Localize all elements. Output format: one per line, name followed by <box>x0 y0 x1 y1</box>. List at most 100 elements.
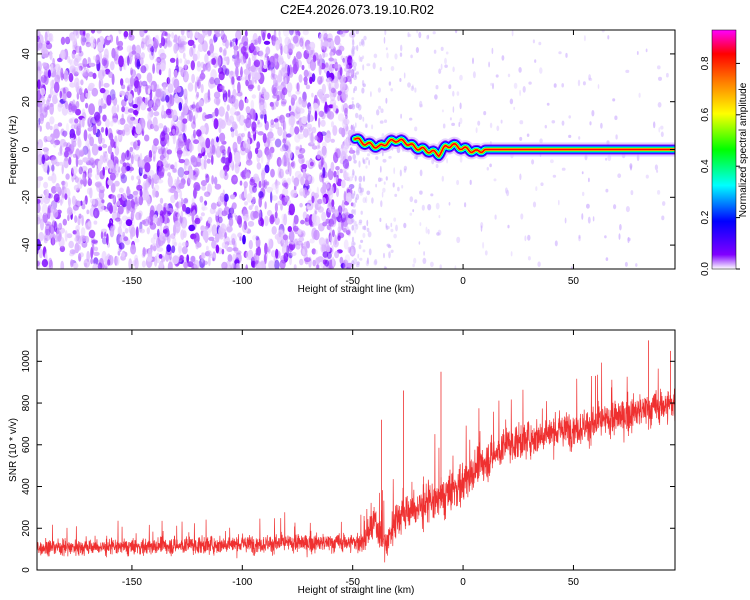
speckle-cell <box>380 177 383 182</box>
noise-cell <box>116 45 124 51</box>
noise-cell <box>341 117 348 129</box>
noise-cell <box>219 132 226 143</box>
noise-cell <box>209 43 215 54</box>
noise-cell <box>229 41 235 47</box>
noise-cell <box>133 141 137 150</box>
noise-cell <box>100 126 105 133</box>
noise-cell <box>231 131 235 138</box>
noise-cell <box>142 96 146 102</box>
speckle-cell <box>458 122 461 127</box>
noise-cell <box>85 102 89 109</box>
noise-cell <box>93 251 100 256</box>
noise-cell <box>307 175 315 185</box>
noise-cell <box>320 147 328 159</box>
speckle-cell <box>352 61 357 68</box>
noise-cell <box>41 154 45 165</box>
noise-cell <box>326 207 331 218</box>
speckle-cell <box>441 109 444 113</box>
speckle-cell <box>364 123 368 129</box>
speckle-cell <box>484 250 488 256</box>
speckle-cell <box>519 89 521 97</box>
noise-cell <box>85 34 91 45</box>
noise-cell <box>51 173 57 184</box>
noise-cell <box>258 217 264 227</box>
noise-cell <box>274 121 280 130</box>
noise-cell <box>88 172 93 178</box>
noise-cell <box>321 145 327 156</box>
noise-cell <box>279 259 286 269</box>
noise-cell <box>121 84 126 90</box>
noise-cell <box>44 31 48 43</box>
noise-cell <box>146 195 151 207</box>
noise-cell <box>351 248 355 256</box>
noise-cell <box>240 55 246 65</box>
noise-cell <box>328 218 335 227</box>
noise-cell <box>235 30 242 40</box>
noise-cell <box>50 79 55 89</box>
speckle-cell <box>438 215 441 219</box>
speckle-cell <box>551 120 556 124</box>
speckle-cell <box>591 110 595 117</box>
noise-cell <box>211 239 217 249</box>
noise-cell <box>194 31 199 39</box>
noise-cell <box>114 202 118 210</box>
speckle-cell <box>408 33 412 38</box>
speckle-cell <box>362 232 366 239</box>
noise-cell <box>130 175 135 181</box>
noise-cell <box>339 30 346 38</box>
speckle-cell <box>554 240 558 247</box>
noise-cell <box>319 33 324 42</box>
speckle-cell <box>386 52 389 59</box>
speckle-cell <box>604 235 607 239</box>
noise-cell <box>138 178 141 185</box>
noise-cell <box>178 102 183 111</box>
speckle-cell <box>403 72 406 79</box>
noise-cell <box>337 235 341 241</box>
noise-cell <box>55 187 61 193</box>
noise-cell <box>79 45 82 54</box>
noise-cell <box>159 52 167 60</box>
noise-cell <box>201 185 207 191</box>
noise-cell <box>330 121 335 128</box>
noise-cell <box>306 123 313 129</box>
noise-cell <box>64 150 69 158</box>
noise-cell <box>74 237 78 242</box>
noise-cell <box>37 79 41 90</box>
noise-cell <box>116 200 121 206</box>
noise-cell <box>196 50 200 60</box>
noise-cell <box>52 163 55 176</box>
noise-cell <box>210 69 217 81</box>
speckle-cell <box>352 242 357 246</box>
noise-cell <box>328 232 332 243</box>
noise-cell <box>220 223 227 234</box>
speckle-cell <box>519 136 523 141</box>
noise-cell <box>344 107 348 117</box>
speckle-cell <box>527 234 531 241</box>
noise-cell <box>39 40 47 51</box>
noise-cell <box>77 123 82 129</box>
noise-cell <box>94 210 97 217</box>
noise-cell <box>138 165 143 177</box>
noise-cell <box>99 185 105 190</box>
noise-cell <box>256 141 261 150</box>
noise-cell <box>320 75 324 83</box>
noise-cell <box>172 38 178 43</box>
noise-cell <box>221 261 228 269</box>
speckle-cell <box>390 228 394 233</box>
noise-cell <box>176 200 179 211</box>
noise-cell <box>76 86 83 95</box>
speckle-cell <box>581 171 584 175</box>
noise-cell <box>126 186 130 197</box>
speckle-cell <box>358 41 362 47</box>
noise-cell <box>48 259 54 269</box>
noise-cell <box>152 116 158 128</box>
colorbar-tick-label: 0.0 <box>700 262 711 276</box>
noise-cell <box>43 69 49 79</box>
noise-cell <box>200 83 204 94</box>
speckle-cell <box>520 213 524 220</box>
noise-cell <box>184 197 189 205</box>
noise-cell <box>325 238 329 245</box>
noise-cell <box>221 34 227 43</box>
noise-cell <box>92 263 98 269</box>
